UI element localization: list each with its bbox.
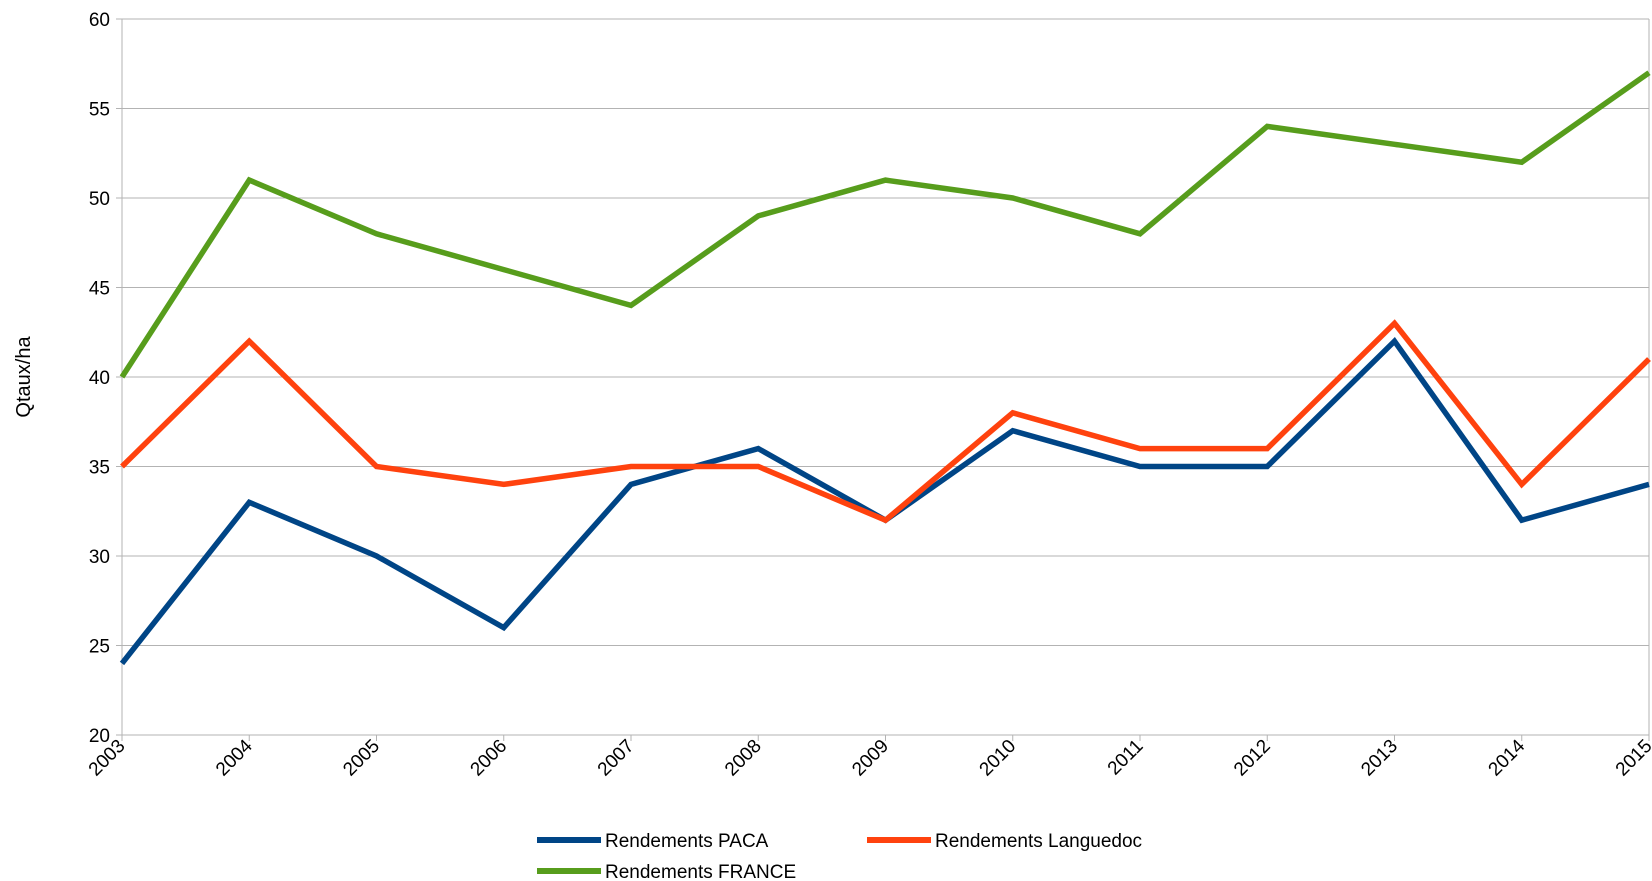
x-tick-label: 2005 <box>339 736 384 781</box>
y-tick-label: 55 <box>89 100 110 121</box>
x-tick-label: 2004 <box>212 735 257 780</box>
gridlines <box>122 18 1649 646</box>
y-tick-label: 45 <box>89 279 110 300</box>
y-tick-label: 25 <box>89 637 110 658</box>
legend-item: Rendements FRANCE <box>537 862 796 881</box>
x-tick-label: 2010 <box>976 736 1021 781</box>
x-tick-label: 2006 <box>467 736 512 781</box>
x-tick-labels: 2003 2004 2005 2006 2007 2008 2009 2010 2011 2012… <box>85 735 1652 780</box>
y-axis-title: Qtaux/ha <box>13 336 35 418</box>
y-tick-label: 50 <box>89 189 110 210</box>
y-tick-label: 60 <box>89 10 110 31</box>
x-tick-label: 2007 <box>594 736 639 781</box>
legend-label: Rendements PACA <box>605 831 769 852</box>
x-tick-label: 2008 <box>721 736 766 781</box>
x-tick-label: 2013 <box>1357 736 1402 781</box>
legend-item: Rendements PACA <box>537 831 769 852</box>
y-tick-labels: 20 25 30 35 40 45 50 55 60 <box>89 10 110 747</box>
legend-item: Rendements Languedoc <box>867 831 1142 852</box>
y-tick-label: 30 <box>89 547 110 568</box>
y-tick-label: 35 <box>89 458 110 479</box>
x-tick-label: 2015 <box>1612 736 1652 781</box>
y-tick-label: 20 <box>89 726 110 747</box>
y-tick-label: 40 <box>89 368 110 389</box>
x-tick-label: 2011 <box>1104 736 1148 780</box>
x-tick-label: 2009 <box>848 736 893 781</box>
series-line-1 <box>119 336 1650 666</box>
series-line-3 <box>119 70 1651 379</box>
legend: Rendements PACA Rendements Languedoc Rende… <box>537 831 1142 881</box>
x-tick-label: 2014 <box>1485 735 1530 780</box>
series-lines <box>119 70 1651 666</box>
x-tick-label: 2012 <box>1230 736 1275 781</box>
series-line-2 <box>120 319 1651 524</box>
legend-label: Rendements Languedoc <box>935 831 1142 852</box>
legend-label: Rendements FRANCE <box>605 862 796 881</box>
